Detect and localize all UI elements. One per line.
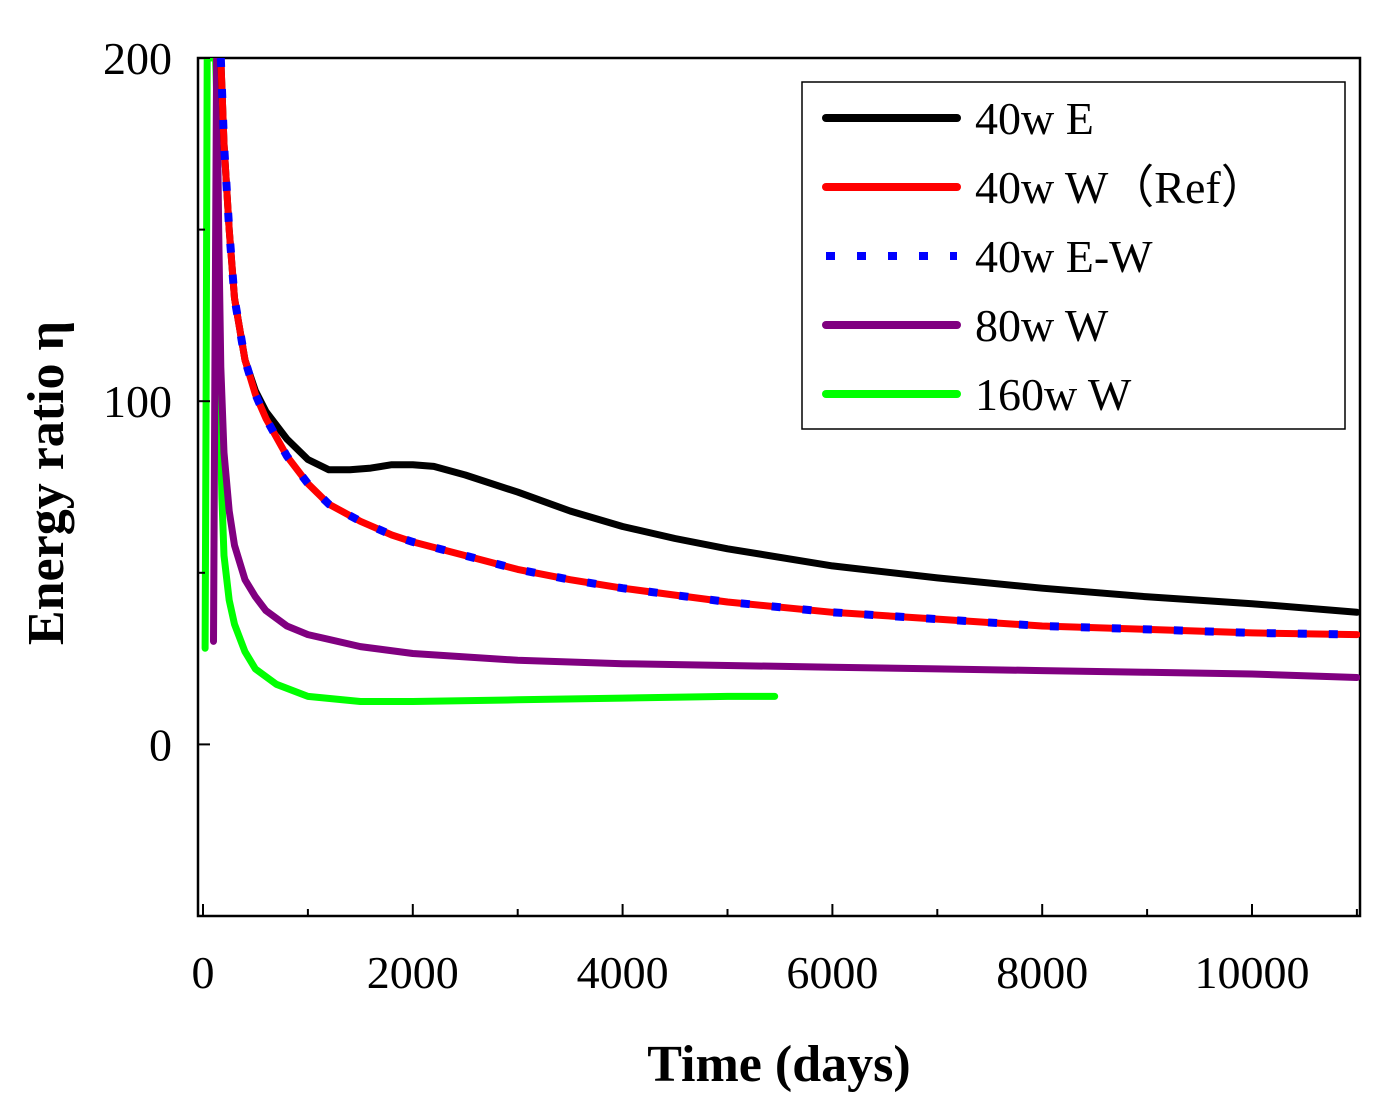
series-line-4 xyxy=(210,58,1360,681)
legend-entries: 40w E 40w W（Ref） 40w E-W 80w W 160w W xyxy=(822,93,1267,420)
legend-label-4: 80w W xyxy=(975,300,1109,351)
tick-layer xyxy=(198,57,1358,917)
series-line-3 xyxy=(216,58,1357,639)
y-tick-label: 100 xyxy=(103,376,172,427)
legend-label-2: 40w W（Ref） xyxy=(975,162,1267,213)
x-axis-title: Time (days) xyxy=(647,1036,910,1093)
series-layer xyxy=(201,58,1360,705)
plot-frame xyxy=(196,56,1362,918)
legend-label-5: 160w W xyxy=(975,369,1132,420)
legend: 40w E 40w W（Ref） 40w E-W 80w W 160w W xyxy=(801,81,1346,430)
x-tick-label: 0 xyxy=(192,947,215,998)
legend-label-3: 40w E-W xyxy=(975,231,1153,282)
x-tick-label: 2000 xyxy=(367,947,459,998)
y-tick-label: 200 xyxy=(103,33,172,84)
x-tick-label: 10000 xyxy=(1195,947,1310,998)
x-tick-label: 4000 xyxy=(577,947,669,998)
series-line-5 xyxy=(201,58,779,705)
y-axis-title: Energy ratio η xyxy=(18,321,75,645)
y-tick-label: 0 xyxy=(149,719,172,770)
tick-label-layer: 0 2000 4000 6000 8000 10000 0 100 200 xyxy=(103,33,1310,998)
legend-label-1: 40w E xyxy=(975,93,1094,144)
x-tick-label: 6000 xyxy=(786,947,878,998)
x-tick-label: 8000 xyxy=(996,947,1088,998)
